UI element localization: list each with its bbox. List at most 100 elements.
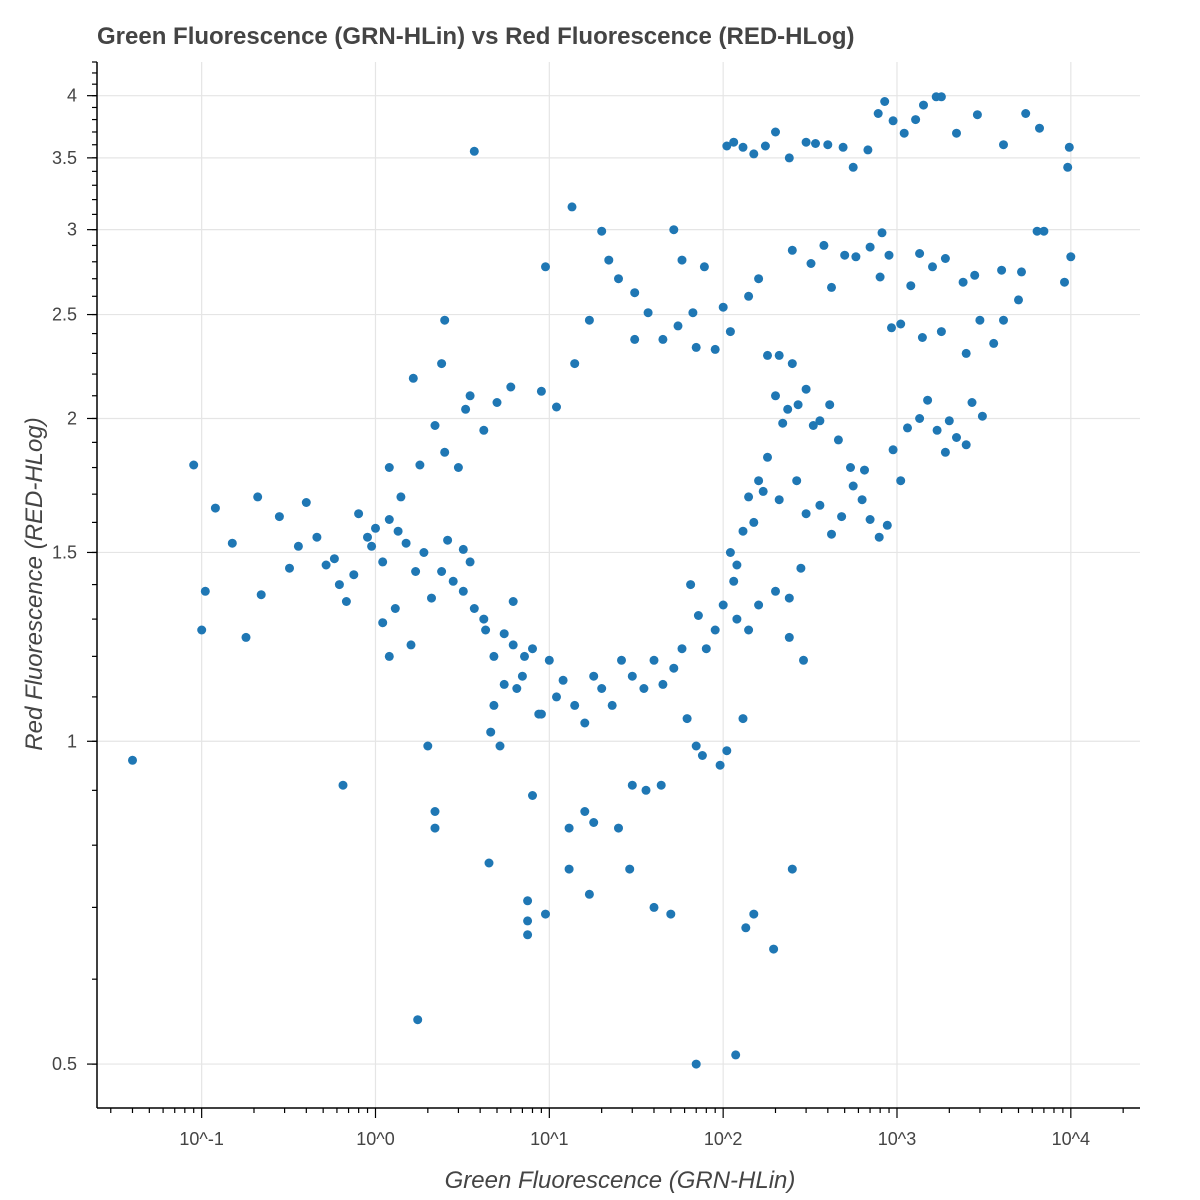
data-point (329, 554, 339, 564)
data-point (484, 858, 494, 868)
data-point (796, 563, 806, 573)
tick-labels: 10^-1 10^0 10^1 10^2 10^3 10^4 0.5 1 1.5 2 2.5 3 3.5… (52, 86, 1090, 1149)
data-point (972, 110, 982, 120)
data-point (899, 128, 909, 138)
data-point (489, 651, 499, 661)
data-point (778, 418, 788, 428)
data-point (699, 262, 709, 272)
y-tick-label: 1 (67, 731, 77, 751)
data-point (787, 359, 797, 369)
data-point (677, 255, 687, 265)
data-point (666, 909, 676, 919)
data-point (597, 684, 607, 693)
data-point (508, 640, 518, 650)
data-point (880, 97, 890, 106)
data-point (669, 225, 679, 235)
data-point (630, 334, 640, 344)
x-axis-label: Green Fluorescence (GRN-HLin) (445, 1167, 796, 1194)
data-point (512, 684, 522, 693)
data-point (928, 262, 937, 272)
data-point (688, 308, 698, 318)
data-point (906, 281, 916, 291)
data-point (784, 632, 794, 642)
data-point (338, 780, 348, 790)
data-point (589, 818, 599, 827)
data-point (677, 644, 687, 654)
data-point (917, 333, 927, 342)
data-point (806, 259, 816, 268)
data-point (440, 447, 450, 457)
data-point (823, 140, 833, 150)
data-point (732, 614, 742, 624)
data-point (715, 760, 725, 770)
data-point (523, 896, 533, 906)
data-point (430, 421, 440, 430)
data-point (349, 570, 359, 580)
data-point (888, 445, 898, 455)
data-point (799, 655, 808, 665)
y-axis-label: Red Fluorescence (RED-HLog) (21, 417, 48, 750)
data-point (833, 435, 843, 445)
data-point (396, 492, 406, 502)
data-point (837, 512, 847, 522)
data-point (321, 560, 331, 570)
data-point (489, 700, 499, 710)
data-point (253, 492, 263, 502)
y-tick-label: 3 (67, 220, 77, 240)
data-point (479, 425, 489, 435)
y-tick-label: 0.5 (52, 1054, 77, 1074)
data-point (863, 145, 873, 155)
data-point (793, 400, 803, 410)
data-point (411, 567, 421, 576)
data-point (479, 614, 489, 624)
data-point (787, 864, 797, 874)
data-point (738, 526, 748, 536)
data-point (919, 100, 928, 110)
data-point (541, 909, 550, 919)
data-point (499, 679, 509, 689)
data-points (128, 92, 1076, 1069)
data-point (580, 807, 590, 816)
data-point (536, 709, 546, 719)
data-point (860, 465, 869, 475)
data-point (848, 481, 858, 491)
data-point (738, 142, 748, 152)
data-point (838, 142, 848, 152)
data-point (808, 421, 818, 430)
data-point (999, 315, 1008, 325)
data-point (774, 495, 784, 505)
data-point (453, 463, 463, 472)
data-point (896, 476, 906, 486)
data-point (749, 517, 759, 527)
data-point (607, 700, 617, 710)
data-point (285, 563, 294, 573)
data-point (390, 604, 400, 613)
data-point (754, 600, 764, 610)
data-point (552, 402, 561, 412)
data-point (341, 597, 351, 606)
data-point (819, 240, 829, 250)
y-tick-label: 4 (67, 86, 77, 106)
data-point (558, 675, 568, 685)
data-point (952, 128, 961, 138)
data-point (749, 149, 759, 159)
data-point (744, 625, 754, 635)
data-point (415, 460, 425, 470)
data-point (763, 350, 772, 360)
data-point (738, 714, 748, 724)
data-point (903, 423, 912, 433)
data-point (614, 274, 623, 284)
data-point (200, 586, 210, 596)
data-point (669, 663, 679, 673)
data-point (567, 202, 577, 212)
data-point (544, 655, 554, 665)
data-point (128, 755, 137, 765)
data-point (614, 823, 623, 833)
data-point (499, 629, 509, 639)
data-point (378, 618, 388, 628)
data-point (649, 902, 659, 912)
data-point (710, 625, 720, 635)
data-point (536, 386, 546, 396)
data-point (792, 476, 802, 486)
